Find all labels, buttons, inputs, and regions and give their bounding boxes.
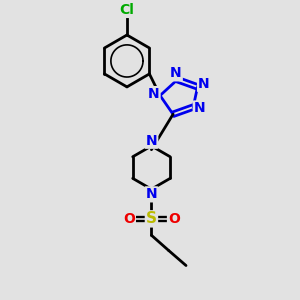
Text: S: S <box>146 211 157 226</box>
Text: O: O <box>123 212 135 226</box>
Text: N: N <box>148 87 160 101</box>
Text: N: N <box>198 77 210 91</box>
Text: O: O <box>168 212 180 226</box>
Text: N: N <box>170 66 182 80</box>
Text: N: N <box>146 188 157 201</box>
Text: Cl: Cl <box>119 3 134 17</box>
Text: N: N <box>146 134 157 148</box>
Text: N: N <box>194 101 206 116</box>
